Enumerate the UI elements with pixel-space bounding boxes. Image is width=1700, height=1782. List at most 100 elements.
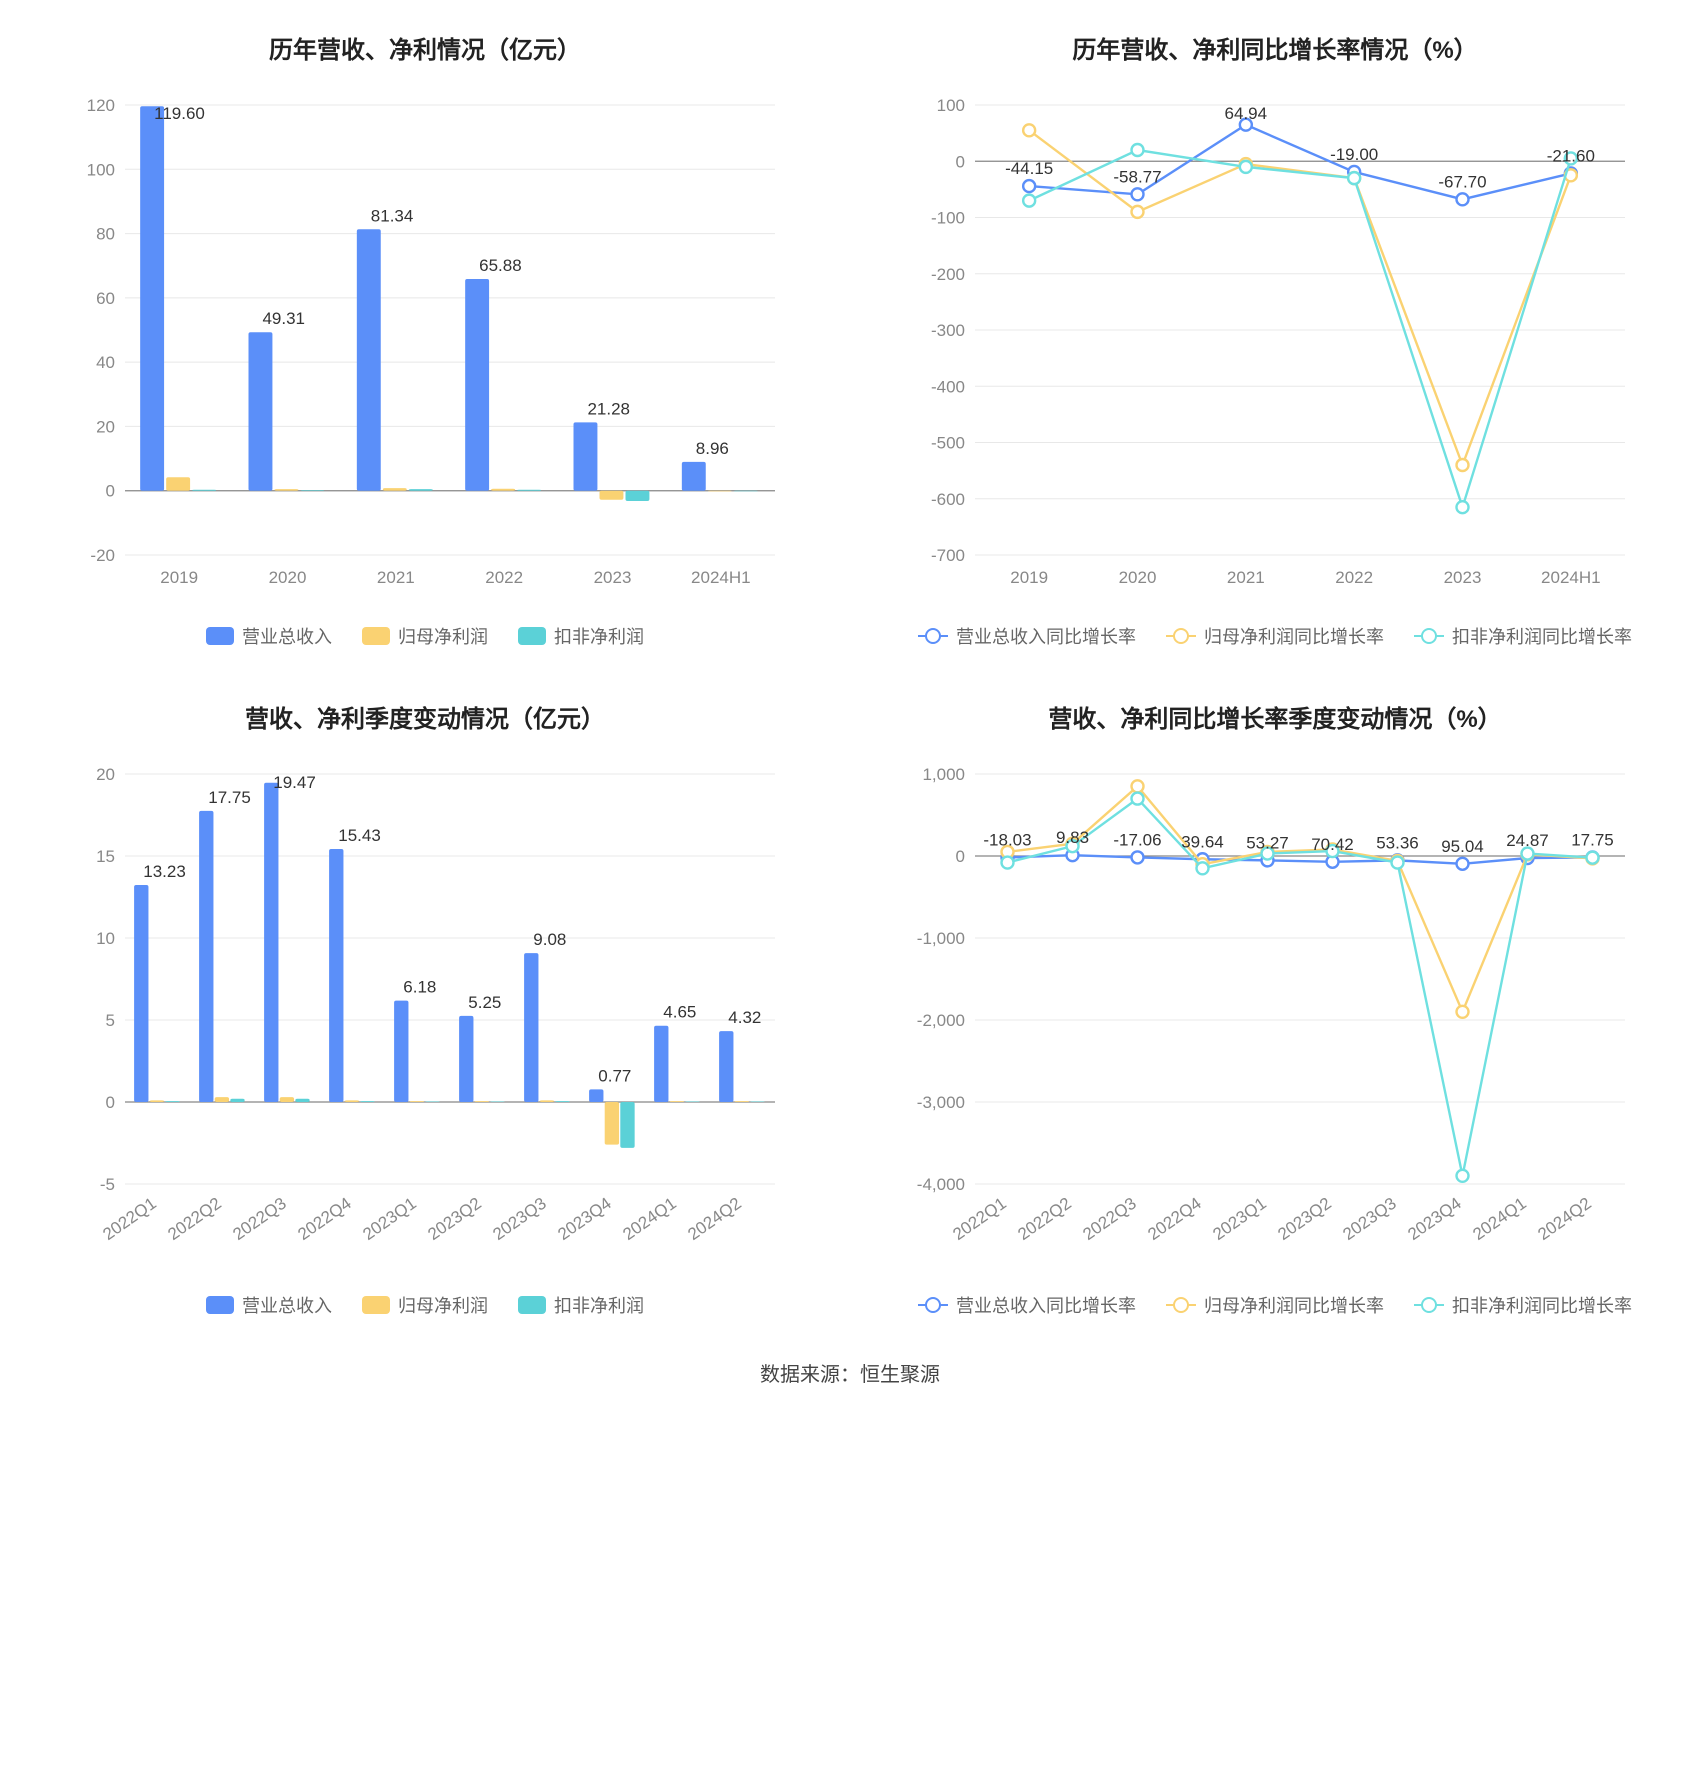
- svg-text:65.88: 65.88: [479, 256, 522, 275]
- legend-swatch: [1414, 1304, 1444, 1306]
- svg-text:2023: 2023: [1444, 568, 1482, 587]
- svg-text:1,000: 1,000: [922, 765, 965, 784]
- legend: 营业总收入 归母净利润 扣非净利润: [30, 623, 820, 649]
- legend-swatch: [362, 1296, 390, 1314]
- legend-swatch: [518, 627, 546, 645]
- legend: 营业总收入同比增长率归母净利润同比增长率扣非净利润同比增长率: [880, 623, 1670, 649]
- svg-text:2022Q2: 2022Q2: [164, 1194, 224, 1244]
- legend-label: 扣非净利润同比增长率: [1452, 623, 1632, 649]
- svg-text:2023Q1: 2023Q1: [1209, 1194, 1269, 1244]
- legend-swatch: [1166, 1304, 1196, 1306]
- legend-item: 扣非净利润: [518, 1292, 644, 1318]
- svg-text:17.75: 17.75: [208, 788, 251, 807]
- svg-text:60: 60: [96, 289, 115, 308]
- svg-text:2022Q1: 2022Q1: [949, 1194, 1009, 1244]
- svg-text:53.27: 53.27: [1246, 833, 1289, 852]
- svg-text:2023: 2023: [594, 568, 632, 587]
- legend-swatch: [206, 627, 234, 645]
- svg-text:80: 80: [96, 225, 115, 244]
- legend-swatch: [918, 635, 948, 637]
- svg-text:17.75: 17.75: [1571, 830, 1614, 849]
- legend-swatch: [362, 627, 390, 645]
- svg-text:2021: 2021: [377, 568, 415, 587]
- svg-text:5: 5: [106, 1011, 115, 1030]
- svg-text:81.34: 81.34: [371, 206, 414, 225]
- svg-text:4.65: 4.65: [663, 1003, 696, 1022]
- legend-item: 归母净利润同比增长率: [1166, 1292, 1384, 1318]
- annual-growth-panel: 历年营收、净利同比增长率情况（%） -700-600-500-400-300-2…: [880, 30, 1670, 649]
- svg-text:10: 10: [96, 929, 115, 948]
- svg-text:2023Q2: 2023Q2: [1274, 1194, 1334, 1244]
- svg-text:-1,000: -1,000: [917, 929, 965, 948]
- svg-text:2024H1: 2024H1: [691, 568, 751, 587]
- svg-text:0: 0: [106, 482, 115, 501]
- legend: 营业总收入同比增长率 归母净利润同比增长率 扣非净利润同比增长率: [880, 1292, 1670, 1318]
- svg-text:2024Q2: 2024Q2: [1534, 1194, 1594, 1244]
- legend-label: 归母净利润同比增长率: [1204, 1292, 1384, 1318]
- svg-text:-21.60: -21.60: [1547, 146, 1595, 165]
- svg-text:-17.06: -17.06: [1113, 830, 1161, 849]
- svg-text:13.23: 13.23: [143, 862, 186, 881]
- svg-text:2023Q1: 2023Q1: [359, 1194, 419, 1244]
- svg-text:2024H1: 2024H1: [1541, 568, 1601, 587]
- svg-text:20: 20: [96, 417, 115, 436]
- svg-text:-5: -5: [100, 1175, 115, 1194]
- svg-text:39.64: 39.64: [1181, 832, 1224, 851]
- annual-growth-chart: -700-600-500-400-300-200-100010020192020…: [880, 85, 1670, 605]
- legend-item: 营业总收入: [206, 623, 332, 649]
- svg-text:2022Q3: 2022Q3: [229, 1194, 289, 1244]
- svg-text:0: 0: [956, 847, 965, 866]
- legend-label: 归母净利润: [398, 1292, 488, 1318]
- svg-text:120: 120: [87, 96, 115, 115]
- svg-text:100: 100: [937, 96, 965, 115]
- svg-text:70.42: 70.42: [1311, 835, 1354, 854]
- svg-text:100: 100: [87, 160, 115, 179]
- svg-text:-44.15: -44.15: [1005, 159, 1053, 178]
- legend-item: 营业总收入: [206, 1292, 332, 1318]
- legend-item: 营业总收入同比增长率: [918, 1292, 1136, 1318]
- legend-label: 归母净利润: [398, 623, 488, 649]
- svg-text:15: 15: [96, 847, 115, 866]
- svg-text:-500: -500: [931, 434, 965, 453]
- svg-text:-400: -400: [931, 377, 965, 396]
- svg-text:-19.00: -19.00: [1330, 145, 1378, 164]
- svg-text:-3,000: -3,000: [917, 1093, 965, 1112]
- legend-label: 营业总收入: [242, 623, 332, 649]
- svg-text:-18.03: -18.03: [983, 830, 1031, 849]
- quarterly-growth-panel: 营收、净利同比增长率季度变动情况（%） -4,000-3,000-2,000-1…: [880, 699, 1670, 1318]
- svg-text:0: 0: [106, 1093, 115, 1112]
- svg-text:-100: -100: [931, 209, 965, 228]
- chart-grid: 历年营收、净利情况（亿元） -2002040608010012020192020…: [30, 30, 1670, 1318]
- svg-text:2022Q2: 2022Q2: [1014, 1194, 1074, 1244]
- svg-text:2019: 2019: [160, 568, 198, 587]
- svg-text:2022Q3: 2022Q3: [1079, 1194, 1139, 1244]
- svg-text:2023Q4: 2023Q4: [1404, 1194, 1464, 1244]
- svg-text:4.32: 4.32: [728, 1008, 761, 1027]
- svg-text:-67.70: -67.70: [1438, 172, 1486, 191]
- legend-item: 归母净利润: [362, 1292, 488, 1318]
- legend-label: 营业总收入同比增长率: [956, 623, 1136, 649]
- legend-label: 营业总收入: [242, 1292, 332, 1318]
- svg-text:2024Q2: 2024Q2: [684, 1194, 744, 1244]
- svg-text:2022: 2022: [485, 568, 523, 587]
- svg-text:2019: 2019: [1010, 568, 1048, 587]
- legend-label: 扣非净利润同比增长率: [1452, 1292, 1632, 1318]
- svg-text:-200: -200: [931, 265, 965, 284]
- annual-bar-chart: -200204060801001202019202020212022202320…: [30, 85, 820, 605]
- svg-text:49.31: 49.31: [262, 309, 305, 328]
- svg-text:0.77: 0.77: [598, 1066, 631, 1085]
- svg-text:-600: -600: [931, 490, 965, 509]
- annual-bar-panel: 历年营收、净利情况（亿元） -2002040608010012020192020…: [30, 30, 820, 649]
- svg-text:2024Q1: 2024Q1: [619, 1194, 679, 1244]
- legend-swatch: [206, 1296, 234, 1314]
- legend-label: 扣非净利润: [554, 1292, 644, 1318]
- svg-text:2020: 2020: [269, 568, 307, 587]
- svg-text:53.36: 53.36: [1376, 833, 1419, 852]
- legend-item: 扣非净利润: [518, 623, 644, 649]
- svg-text:19.47: 19.47: [273, 773, 316, 792]
- svg-text:21.28: 21.28: [587, 399, 630, 418]
- svg-text:119.60: 119.60: [154, 104, 205, 123]
- svg-text:2020: 2020: [1119, 568, 1157, 587]
- quarterly-bar-panel: 营收、净利季度变动情况（亿元） -5051015202022Q12022Q220…: [30, 699, 820, 1318]
- svg-text:-4,000: -4,000: [917, 1175, 965, 1194]
